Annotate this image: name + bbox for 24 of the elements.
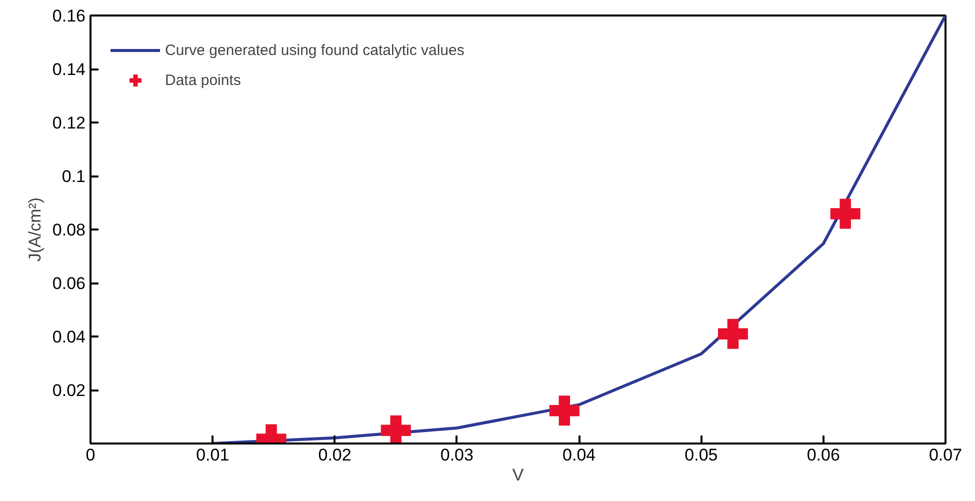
point xyxy=(830,198,860,229)
x-tick-label: 0 xyxy=(86,446,96,464)
y-tick-label: 0.08 xyxy=(52,220,86,240)
y-tick-label: 0.12 xyxy=(52,114,86,132)
y-tick-label: 0.1 xyxy=(62,167,86,186)
point xyxy=(380,415,411,444)
x-tick-label: 0.04 xyxy=(562,446,596,464)
y-axis-title: J(A/cm²) xyxy=(25,197,44,262)
y-tick-label: 0.14 xyxy=(52,60,86,79)
point xyxy=(549,396,580,426)
x-axis-title: V xyxy=(512,466,524,484)
y-tick-label: 0.06 xyxy=(52,274,86,293)
x-tick-label: 0.01 xyxy=(196,446,230,464)
y-tick-label: 0.02 xyxy=(52,381,86,400)
point xyxy=(718,318,748,349)
y-tick-label: 0.04 xyxy=(52,328,86,346)
x-tick-label: 0.05 xyxy=(684,446,718,464)
x-tick-label: 0.07 xyxy=(928,446,962,464)
legend-label: Curve generated using found catalytic values xyxy=(165,42,464,58)
x-tick-label: 0.06 xyxy=(806,446,840,464)
x-tick-label: 0.02 xyxy=(318,446,352,464)
x-tick-label: 0.03 xyxy=(440,446,474,464)
legend-label: Data points xyxy=(165,72,241,88)
y-tick-label: 0.16 xyxy=(52,6,86,26)
